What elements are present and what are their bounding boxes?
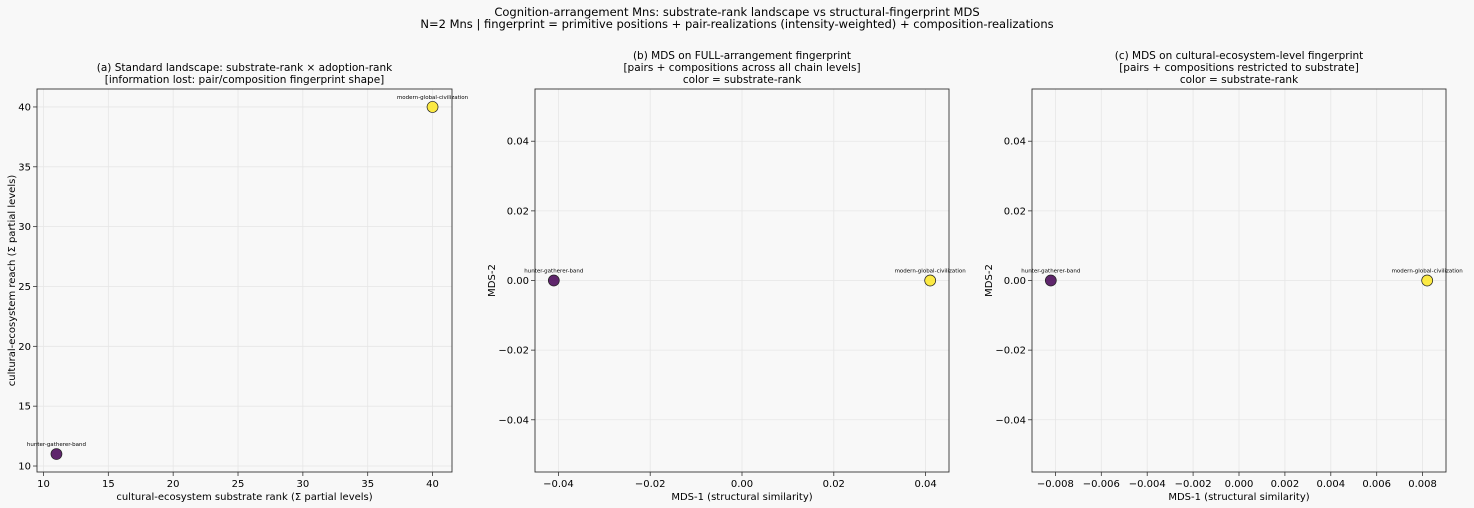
y-tick-label: 0.02 (1004, 206, 1026, 217)
y-tick-label: 0.02 (507, 206, 529, 217)
y-tick-label: 40 (18, 102, 31, 113)
chart-panel: 10 15 20 25 30 35 40 10 15 20 25 30 35 40 cultural-eco… (7, 62, 469, 503)
data-point (1421, 274, 1434, 287)
plot-frame (36, 88, 453, 473)
x-tick-label: 0.02 (823, 479, 845, 490)
point-label: hunter-gatherer-band (27, 442, 86, 448)
y-tick-label: 15 (18, 402, 31, 413)
point-label: modern-global-civilization (1392, 269, 1464, 275)
x-tick-label: 20 (167, 479, 180, 490)
y-axis-label: MDS-2 (487, 264, 498, 297)
x-tick-label: 15 (102, 479, 115, 490)
x-tick-label: −0.04 (543, 479, 574, 490)
chart-title: [pairs + compositions across all chain l… (623, 62, 860, 74)
chart-title: color = substrate-rank (1180, 74, 1299, 86)
y-tick-label: −0.02 (995, 346, 1026, 357)
x-tick-label: −0.002 (1175, 479, 1212, 490)
y-tick-label: 0.00 (507, 276, 529, 287)
x-tick-label: 0.008 (1408, 479, 1437, 490)
x-tick-label: 0.000 (1225, 479, 1254, 490)
y-tick-label: −0.04 (995, 415, 1026, 426)
x-tick-label: −0.008 (1037, 479, 1074, 490)
x-tick-label: −0.006 (1083, 479, 1120, 490)
y-tick-label: 35 (18, 162, 31, 173)
y-axis-label: MDS-2 (984, 264, 995, 297)
x-tick-label: 10 (37, 479, 50, 490)
chart-title: [pairs + compositions restricted to subs… (1119, 62, 1359, 74)
x-tick-label: 0.04 (914, 479, 936, 490)
chart-panel: −0.008 −0.006 −0.004 −0.002 0.000 0.002 0.004 0… (984, 50, 1463, 503)
data-point (547, 274, 560, 287)
chart-panel: −0.04 −0.02 0.00 0.02 0.04 −0.04 −0.02 0.00 0.02… (487, 50, 966, 503)
figure-subtitle: N=2 Mns | fingerprint = primitive positi… (420, 17, 1053, 31)
chart-title: [information lost: pair/composition fing… (105, 74, 385, 86)
y-tick-label: 20 (18, 342, 31, 353)
chart-title: color = substrate-rank (683, 74, 802, 86)
x-tick-label: 0.006 (1362, 479, 1391, 490)
point-label: hunter-gatherer-band (524, 269, 583, 275)
figure-title: Cognition-arrangement Mns: substrate-ran… (494, 5, 979, 19)
point-label: modern-global-civilization (895, 269, 967, 275)
charts-container: 10 15 20 25 30 35 40 10 15 20 25 30 35 40 cultural-eco… (7, 50, 1463, 503)
y-tick-label: −0.02 (498, 346, 529, 357)
x-tick-label: 0.004 (1316, 479, 1345, 490)
data-point (50, 448, 63, 460)
x-axis-label: MDS-1 (structural similarity) (1168, 492, 1309, 503)
x-axis-label: cultural-ecosystem substrate rank (Σ par… (116, 492, 372, 503)
y-tick-label: 0.00 (1004, 276, 1026, 287)
y-tick-label: 0.04 (507, 137, 529, 148)
x-tick-label: 35 (361, 479, 374, 490)
x-tick-label: 40 (426, 479, 439, 490)
data-point (426, 101, 439, 113)
x-tick-label: 30 (296, 479, 309, 490)
point-label: hunter-gatherer-band (1021, 269, 1080, 275)
chart-title: (a) Standard landscape: substrate-rank ×… (97, 62, 393, 74)
y-axis-label: cultural-ecosystem reach (Σ partial leve… (7, 175, 18, 387)
x-axis-label: MDS-1 (structural similarity) (671, 492, 812, 503)
chart-title: (c) MDS on cultural-ecosystem-level fing… (1115, 50, 1364, 62)
data-point (924, 274, 937, 287)
chart-title: (b) MDS on FULL-arrangement fingerprint (633, 50, 851, 62)
point-label: modern-global-civilization (397, 95, 469, 101)
y-tick-label: 10 (18, 462, 31, 473)
data-point (1044, 274, 1057, 287)
x-tick-label: 0.002 (1271, 479, 1300, 490)
y-tick-label: −0.04 (498, 415, 529, 426)
y-tick-label: 25 (18, 282, 31, 293)
x-tick-label: −0.004 (1129, 479, 1166, 490)
x-tick-label: −0.02 (635, 479, 666, 490)
x-tick-label: 0.00 (731, 479, 753, 490)
y-tick-label: 30 (18, 222, 31, 233)
y-tick-label: 0.04 (1004, 137, 1026, 148)
x-tick-label: 25 (232, 479, 245, 490)
